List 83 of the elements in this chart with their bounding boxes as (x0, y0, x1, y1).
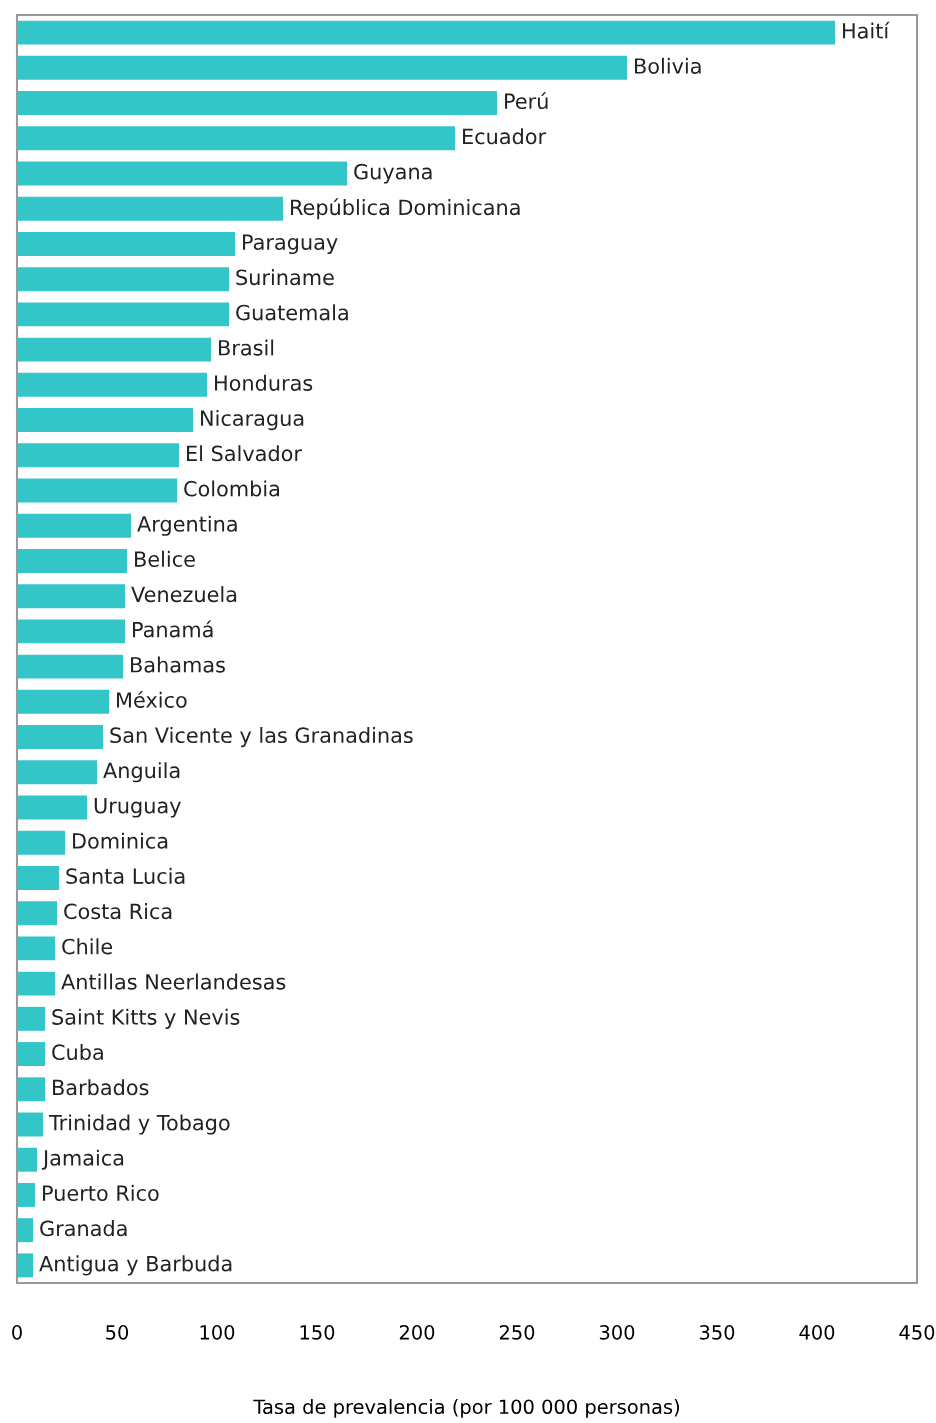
bar (17, 936, 55, 961)
bar (17, 1112, 43, 1137)
y-tick-label: Panamá (133, 620, 213, 638)
y-tick-label: Venezuela (131, 586, 237, 603)
bar (17, 196, 283, 221)
y-tick-label: Dominica (73, 832, 168, 849)
bar (17, 830, 65, 855)
bar (17, 1077, 45, 1102)
bar (17, 513, 131, 538)
y-tick-label: Saint Kitts y Nevis (52, 1008, 240, 1029)
bar (17, 584, 125, 609)
y-tick-label: Perú (505, 92, 548, 110)
y-tick-label: República Dominicana (291, 198, 520, 220)
x-tick-label: 100 (200, 1325, 235, 1340)
y-tick-label: Guatemala (236, 304, 348, 321)
x-tick-label: 350 (699, 1325, 735, 1340)
y-tick-label: Paraguay (243, 234, 338, 255)
bar (17, 302, 229, 327)
bar (17, 372, 207, 397)
x-tick-label: 300 (599, 1325, 635, 1340)
bar (17, 760, 97, 785)
bar (17, 548, 127, 573)
y-tick-label: Bolivia (635, 57, 701, 74)
x-tick-label: 150 (300, 1325, 335, 1340)
bar (17, 20, 835, 45)
y-tick-label: Puerto Rico (43, 1184, 159, 1201)
y-tick-label: Santa Lucia (66, 867, 185, 884)
y-tick-label: Anguila (103, 762, 180, 783)
y-tick-label: Colombia (184, 480, 280, 497)
bar (17, 689, 109, 714)
bar (17, 1042, 45, 1067)
y-tick-label: Nicaragua (201, 409, 304, 431)
bar (17, 478, 177, 503)
y-tick-label: Chile (62, 938, 113, 955)
y-tick-label: El Salvador (187, 445, 302, 462)
bar (17, 1218, 33, 1243)
y-tick-label: Uruguay (94, 798, 181, 818)
bar (17, 865, 59, 890)
bar (17, 1006, 45, 1031)
bar (17, 55, 627, 80)
y-tick-label: Costa Rica (64, 903, 172, 920)
y-tick-label: Cuba (52, 1043, 103, 1061)
y-tick-label: Jamaica (41, 1149, 124, 1170)
x-axis-title: Tasa de prevalencia (por 100 000 personas) (253, 1399, 679, 1418)
y-tick-label: Brasil (219, 339, 274, 356)
y-tick-label: Argentina (137, 515, 237, 536)
y-tick-label: San Vicente y las Granadinas (110, 726, 413, 748)
x-tick-label: 200 (399, 1325, 435, 1340)
bar (17, 725, 103, 750)
y-tick-label: Suriname (236, 269, 334, 286)
bar (17, 91, 497, 116)
y-tick-label: Antillas Neerlandesas (61, 973, 286, 990)
x-tick-label: 0 (12, 1325, 22, 1340)
bar (17, 901, 57, 926)
bar (17, 795, 87, 820)
bar (17, 1147, 37, 1172)
bar (17, 443, 179, 468)
y-tick-label: México (117, 690, 187, 708)
bar (17, 231, 235, 256)
bar (17, 408, 193, 433)
y-tick-label: Haití (843, 21, 890, 39)
y-tick-label: Barbados (53, 1079, 149, 1096)
x-tick-label: 250 (499, 1325, 535, 1340)
y-tick-label: Guyana (354, 163, 432, 184)
x-tick-label: 50 (106, 1325, 129, 1340)
y-tick-label: Belice (135, 550, 195, 567)
bar (17, 971, 55, 996)
y-tick-label: Ecuador (463, 128, 547, 145)
y-tick-label: Honduras (215, 374, 313, 391)
y-tick-label: Antigua y Barbuda (39, 1255, 232, 1276)
y-tick-label: Granada (40, 1220, 127, 1237)
x-tick-label: 400 (799, 1325, 835, 1340)
bar (17, 337, 211, 362)
bar (17, 267, 229, 292)
y-tick-label: Bahamas (131, 656, 225, 673)
bar (17, 126, 455, 151)
x-tick-label: 450 (899, 1325, 935, 1340)
bar (17, 1182, 35, 1207)
bar (17, 619, 125, 644)
y-tick-label: Trinidad y Tobago (48, 1114, 230, 1135)
bar (17, 161, 347, 186)
bar (17, 1253, 33, 1278)
bar (17, 654, 123, 679)
